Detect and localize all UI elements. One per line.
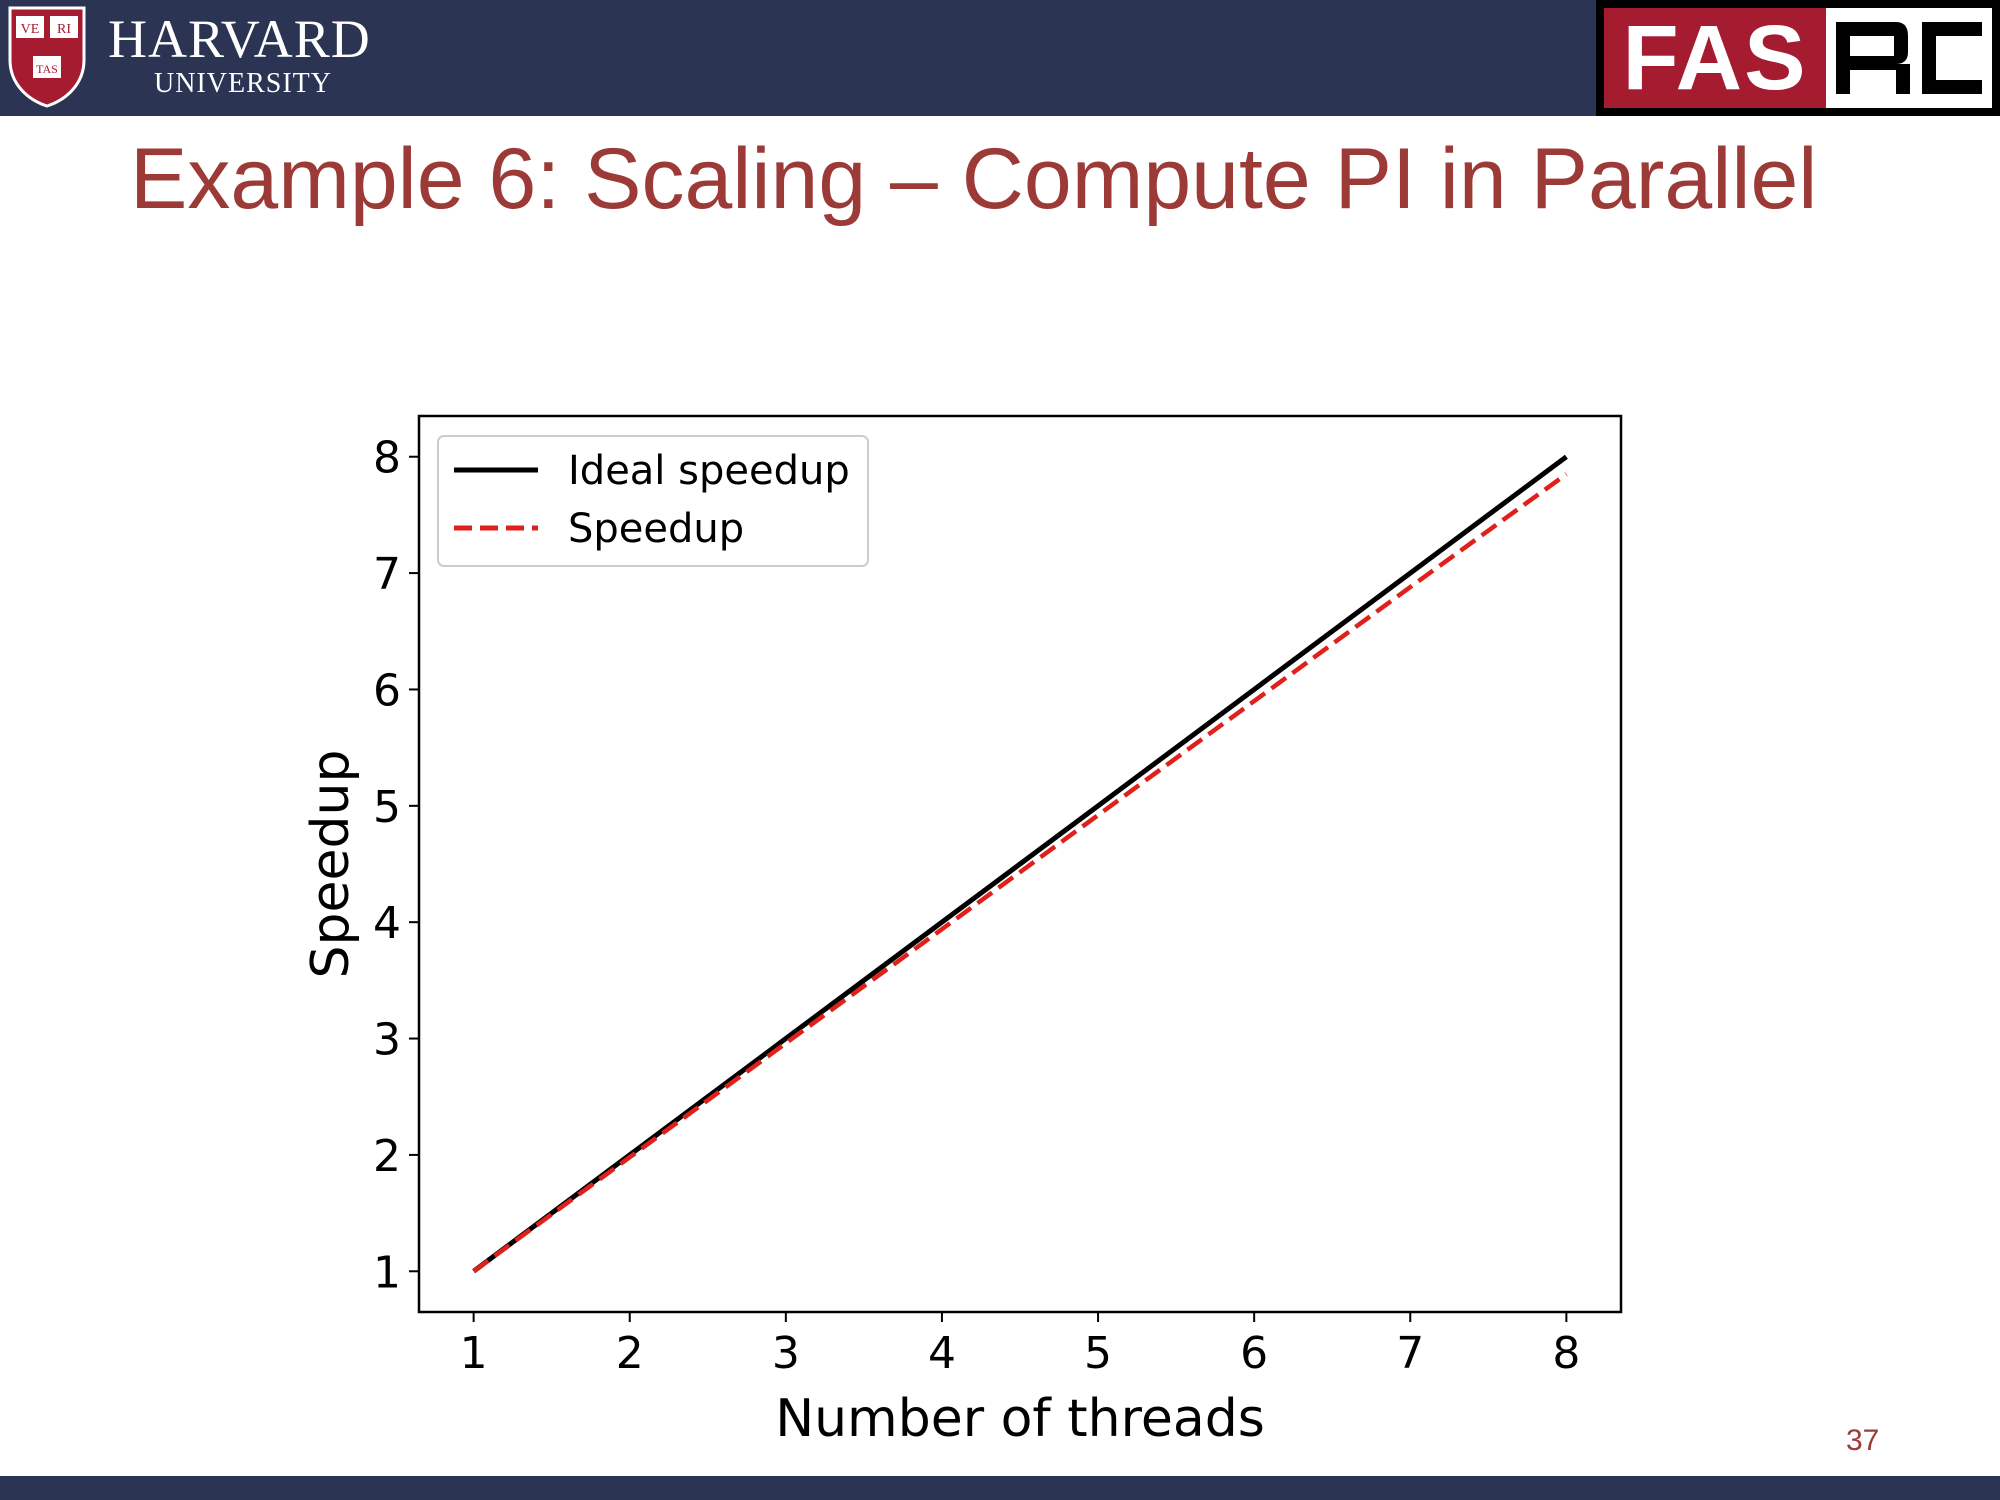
y-tick-label: 3 [373,1015,401,1066]
shield-tas: TAS [36,62,58,76]
legend-label-speedup: Speedup [568,506,744,552]
page-number: 37 [1846,1424,1880,1457]
fas-logo-text: FAS [1604,8,1826,108]
fasrc-logo: FAS [1596,0,2000,116]
x-tick-label: 8 [1552,1328,1580,1379]
y-axis-label: Speedup [301,750,361,979]
x-tick-label: 7 [1396,1328,1424,1379]
legend-label-ideal-speedup: Ideal speedup [568,448,850,494]
rc-logo-icon [1826,8,1992,108]
x-tick-label: 5 [1084,1328,1112,1379]
footer-bar [0,1476,2000,1500]
y-tick-label: 4 [373,898,401,949]
harvard-shield-icon: VE RI TAS [8,6,86,108]
y-tick-label: 2 [373,1131,401,1182]
y-tick-label: 7 [373,549,401,600]
x-axis-label: Number of threads [775,1389,1265,1449]
y-tick-label: 1 [373,1247,401,1298]
x-tick-label: 4 [928,1328,956,1379]
x-tick-label: 1 [460,1328,488,1379]
header-bar: VE RI TAS HARVARD UNIVERSITY FAS [0,0,2000,116]
harvard-logo-text: HARVARD [108,9,371,69]
shield-ve: VE [21,22,40,37]
slide-title: Example 6: Scaling – Compute PI in Paral… [130,131,1818,227]
x-tick-label: 6 [1240,1328,1268,1379]
x-tick-label: 3 [772,1328,800,1379]
series-line-speedup [472,472,1568,1274]
y-tick-label: 5 [373,782,401,833]
harvard-logo-subtext: UNIVERSITY [154,68,332,99]
y-tick-label: 6 [373,665,401,716]
shield-ri: RI [57,22,71,37]
x-tick-label: 2 [616,1328,644,1379]
series-line-ideal-speedup [472,454,1568,1274]
legend-box [437,435,869,567]
y-tick-label: 8 [373,433,401,484]
